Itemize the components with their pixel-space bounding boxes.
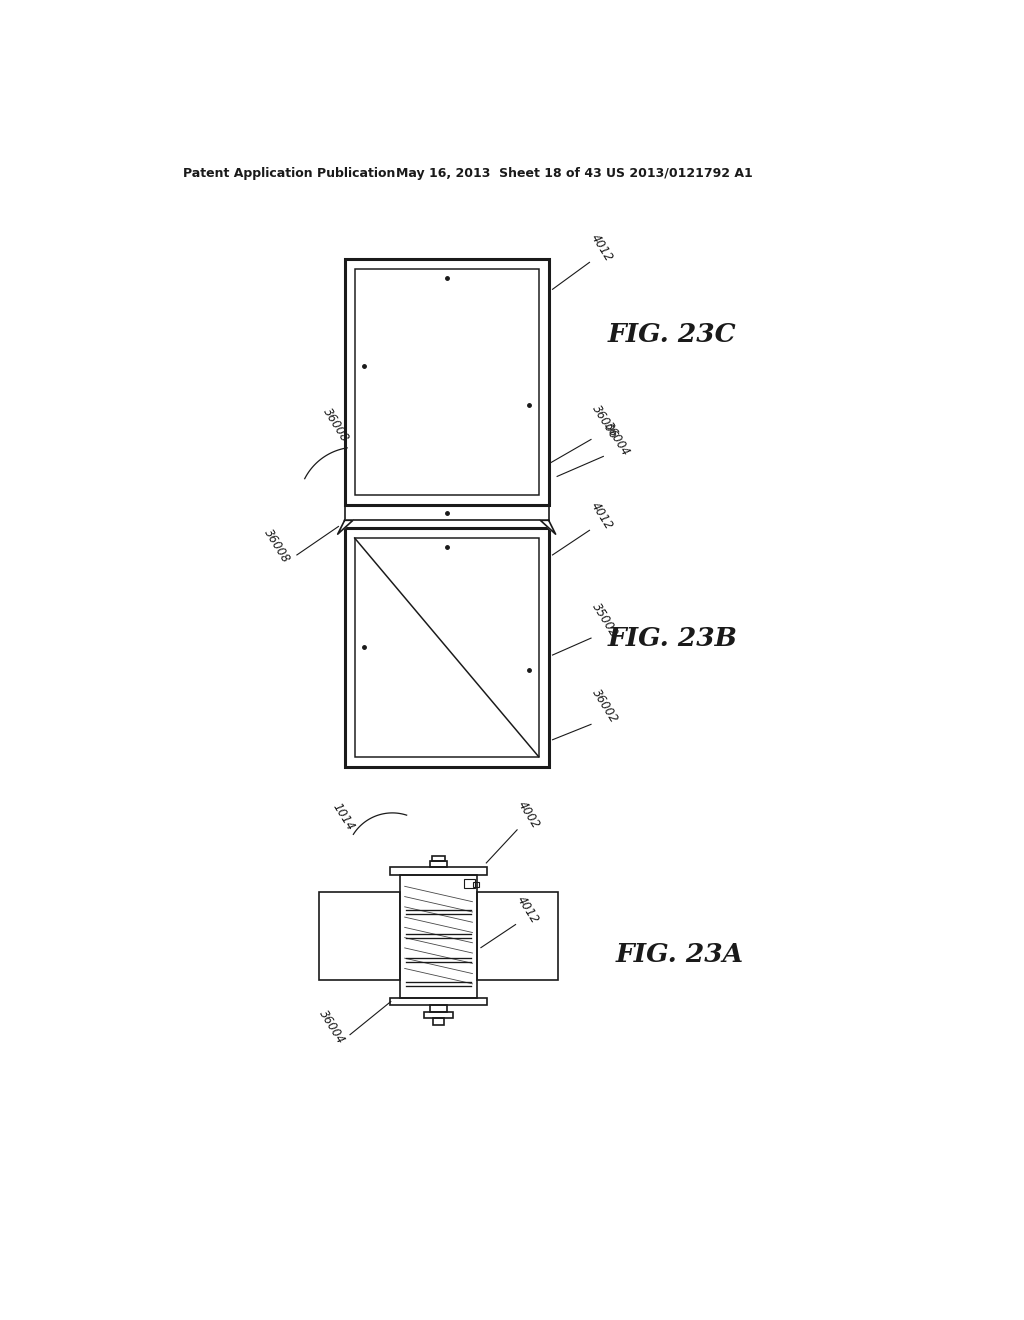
Polygon shape bbox=[338, 520, 353, 535]
Text: Patent Application Publication: Patent Application Publication bbox=[183, 166, 395, 180]
Text: 36006: 36006 bbox=[590, 403, 621, 441]
Text: 4012: 4012 bbox=[588, 231, 614, 264]
Bar bbox=[354, 268, 539, 495]
Text: 36004: 36004 bbox=[602, 420, 633, 458]
Bar bbox=[345, 506, 549, 520]
Bar bbox=[400, 875, 477, 998]
Text: FIG. 23C: FIG. 23C bbox=[608, 322, 736, 347]
Polygon shape bbox=[541, 520, 556, 535]
Text: FIG. 23A: FIG. 23A bbox=[615, 942, 743, 966]
Bar bbox=[473, 882, 479, 887]
Bar bbox=[345, 259, 549, 506]
Bar bbox=[430, 861, 447, 867]
Bar bbox=[432, 857, 444, 861]
Text: 1014: 1014 bbox=[331, 800, 357, 833]
Text: US 2013/0121792 A1: US 2013/0121792 A1 bbox=[606, 166, 754, 180]
Text: 4012: 4012 bbox=[514, 894, 541, 927]
Text: FIG. 23B: FIG. 23B bbox=[608, 626, 738, 651]
Bar bbox=[424, 1011, 454, 1018]
Text: 36008: 36008 bbox=[321, 405, 351, 444]
Bar bbox=[390, 998, 487, 1006]
Text: 36004: 36004 bbox=[316, 1007, 348, 1047]
Text: 36002: 36002 bbox=[590, 688, 621, 726]
Bar bbox=[390, 867, 487, 875]
Bar bbox=[430, 1006, 447, 1011]
Text: 36008: 36008 bbox=[261, 527, 293, 565]
Bar bbox=[464, 879, 475, 888]
Bar bbox=[354, 539, 539, 756]
Bar bbox=[345, 528, 549, 767]
Text: 4002: 4002 bbox=[515, 799, 543, 832]
Text: May 16, 2013  Sheet 18 of 43: May 16, 2013 Sheet 18 of 43 bbox=[396, 166, 602, 180]
Bar bbox=[477, 892, 558, 981]
Text: 35002: 35002 bbox=[590, 601, 621, 640]
Bar bbox=[319, 892, 400, 981]
Text: 4012: 4012 bbox=[588, 499, 614, 532]
Bar bbox=[433, 1018, 444, 1026]
